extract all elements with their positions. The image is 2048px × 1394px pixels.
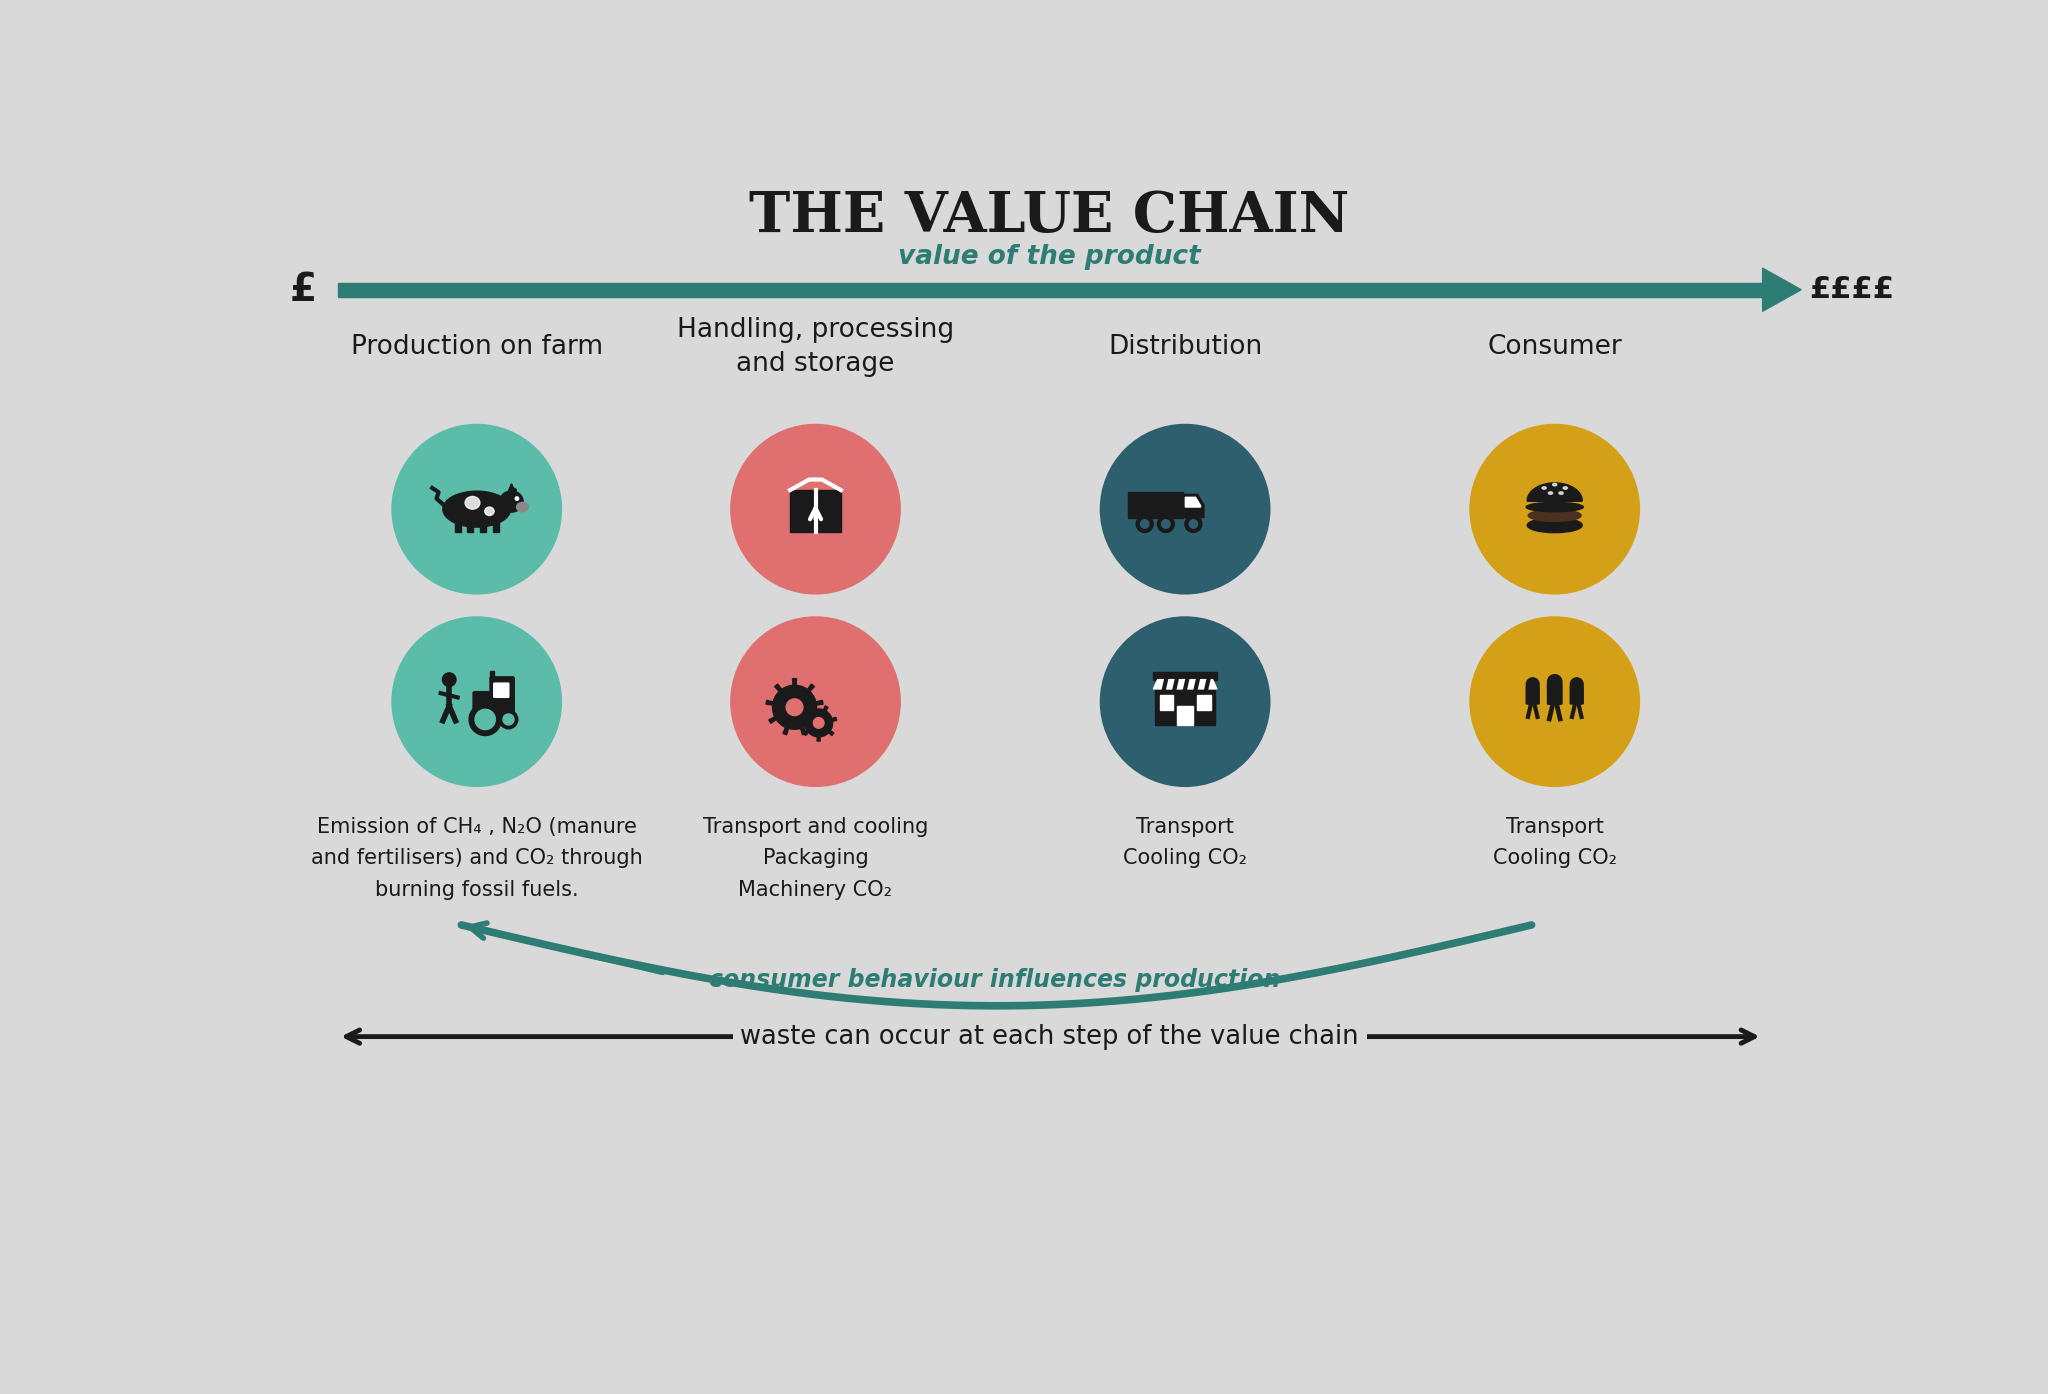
Circle shape bbox=[391, 618, 561, 786]
Polygon shape bbox=[1186, 498, 1200, 507]
Text: value of the product: value of the product bbox=[899, 244, 1200, 270]
FancyBboxPatch shape bbox=[494, 683, 508, 697]
Text: Consumer: Consumer bbox=[1487, 335, 1622, 361]
Circle shape bbox=[391, 424, 561, 594]
Circle shape bbox=[731, 424, 901, 594]
Circle shape bbox=[1161, 520, 1169, 528]
Text: consumer behaviour influences production: consumer behaviour influences production bbox=[709, 967, 1280, 993]
Polygon shape bbox=[801, 705, 838, 742]
Bar bbox=[1178, 705, 1192, 725]
Ellipse shape bbox=[485, 507, 494, 516]
Circle shape bbox=[1190, 520, 1198, 528]
Ellipse shape bbox=[500, 491, 522, 512]
FancyBboxPatch shape bbox=[1526, 686, 1540, 704]
Polygon shape bbox=[508, 484, 514, 491]
Ellipse shape bbox=[510, 488, 516, 495]
Text: waste can occur at each step of the value chain: waste can occur at each step of the valu… bbox=[739, 1023, 1360, 1050]
Circle shape bbox=[1157, 516, 1174, 533]
Text: Handling, processing
and storage: Handling, processing and storage bbox=[678, 318, 954, 378]
Ellipse shape bbox=[1528, 510, 1581, 521]
Circle shape bbox=[1137, 516, 1153, 533]
Circle shape bbox=[442, 673, 457, 686]
FancyBboxPatch shape bbox=[791, 491, 842, 533]
Circle shape bbox=[504, 714, 514, 725]
Text: Production on farm: Production on farm bbox=[350, 335, 602, 361]
Bar bbox=[1153, 672, 1217, 680]
Bar bbox=[455, 513, 461, 533]
Circle shape bbox=[516, 496, 518, 500]
Ellipse shape bbox=[1552, 484, 1556, 487]
Polygon shape bbox=[1153, 680, 1217, 689]
Circle shape bbox=[1548, 675, 1563, 689]
Circle shape bbox=[813, 718, 823, 728]
Circle shape bbox=[500, 710, 518, 729]
Polygon shape bbox=[1763, 268, 1800, 311]
Text: £: £ bbox=[291, 270, 317, 308]
Ellipse shape bbox=[1559, 492, 1563, 495]
Circle shape bbox=[1186, 516, 1202, 533]
Bar bbox=[479, 513, 485, 533]
Text: Emission of CH₄ , N₂O (manure
and fertilisers) and CO₂ through
burning fossil fu: Emission of CH₄ , N₂O (manure and fertil… bbox=[311, 817, 643, 899]
FancyBboxPatch shape bbox=[473, 691, 514, 718]
Circle shape bbox=[1526, 677, 1538, 690]
Bar bbox=[494, 513, 500, 533]
Bar bbox=[467, 513, 473, 533]
Circle shape bbox=[1100, 618, 1270, 786]
Bar bbox=[1196, 696, 1210, 710]
Text: Distribution: Distribution bbox=[1108, 335, 1262, 361]
FancyBboxPatch shape bbox=[1571, 686, 1583, 704]
Ellipse shape bbox=[442, 491, 510, 527]
Text: Transport
Cooling CO₂: Transport Cooling CO₂ bbox=[1122, 817, 1247, 868]
Ellipse shape bbox=[465, 496, 479, 509]
Polygon shape bbox=[766, 679, 823, 735]
Text: Transport
Cooling CO₂: Transport Cooling CO₂ bbox=[1493, 817, 1616, 868]
Text: THE VALUE CHAIN: THE VALUE CHAIN bbox=[750, 190, 1350, 244]
Circle shape bbox=[1100, 424, 1270, 594]
Bar bbox=[1159, 696, 1174, 710]
Ellipse shape bbox=[1563, 487, 1567, 489]
Ellipse shape bbox=[1526, 502, 1583, 512]
Circle shape bbox=[1470, 424, 1638, 594]
Circle shape bbox=[1141, 520, 1149, 528]
Ellipse shape bbox=[1528, 517, 1583, 533]
Bar bbox=[1128, 492, 1184, 517]
Circle shape bbox=[786, 698, 803, 715]
Text: ££££: ££££ bbox=[1808, 275, 1894, 304]
Bar bbox=[1155, 689, 1214, 725]
Circle shape bbox=[469, 704, 502, 736]
Bar bbox=[338, 283, 1763, 297]
Polygon shape bbox=[1184, 495, 1204, 517]
Circle shape bbox=[475, 710, 496, 729]
Text: Transport and cooling
Packaging
Machinery CO₂: Transport and cooling Packaging Machiner… bbox=[702, 817, 928, 899]
Circle shape bbox=[1470, 618, 1638, 786]
Circle shape bbox=[1571, 677, 1583, 690]
Polygon shape bbox=[1528, 482, 1583, 500]
Ellipse shape bbox=[516, 502, 528, 512]
Bar bbox=[489, 671, 494, 680]
Circle shape bbox=[731, 618, 901, 786]
Ellipse shape bbox=[1548, 492, 1552, 495]
Ellipse shape bbox=[1542, 487, 1546, 489]
FancyBboxPatch shape bbox=[489, 677, 514, 701]
FancyBboxPatch shape bbox=[1548, 684, 1563, 704]
